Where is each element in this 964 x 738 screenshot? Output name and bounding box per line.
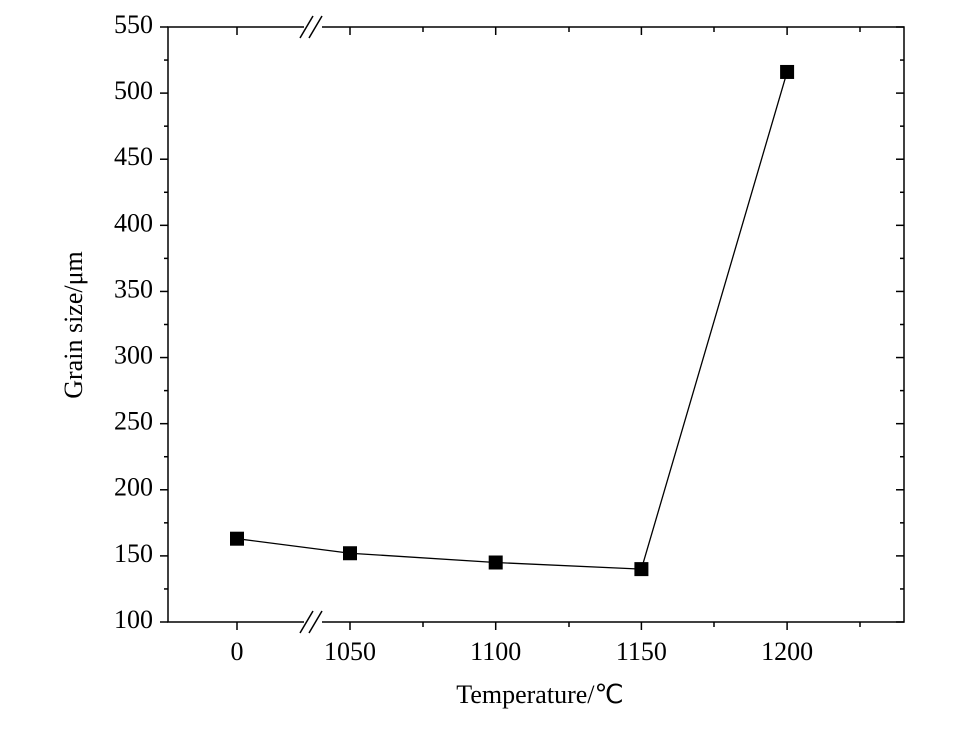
- x-axis-label: Temperature/℃: [456, 680, 623, 709]
- plot-frame: [167, 26, 905, 623]
- y-tick-label: 500: [114, 76, 153, 105]
- y-tick-label: 100: [114, 605, 153, 634]
- data-point: [230, 531, 244, 546]
- axis-break: [308, 610, 323, 634]
- y-axis-label: Grain size/μm: [59, 251, 88, 399]
- axis-break: [308, 15, 323, 39]
- data-point: [488, 555, 503, 570]
- axis-break-gap: [304, 619, 322, 625]
- series-line: [236, 71, 788, 570]
- axis-break: [299, 610, 314, 634]
- x-tick-label: 1150: [616, 637, 667, 666]
- data-point: [343, 546, 357, 561]
- axis-break-gap: [304, 24, 322, 30]
- x-tick-label: 0: [231, 637, 244, 666]
- y-tick-label: 550: [114, 10, 153, 39]
- data-point: [780, 64, 795, 79]
- data-point: [634, 562, 649, 577]
- y-tick-label: 350: [114, 274, 153, 303]
- y-tick-label: 400: [114, 208, 153, 237]
- y-tick-label: 250: [114, 407, 153, 436]
- x-tick-label: 1100: [470, 637, 521, 666]
- y-tick-label: 300: [114, 341, 153, 370]
- axis-break: [299, 15, 314, 39]
- y-tick-label: 150: [114, 539, 153, 568]
- x-tick-label: 1050: [324, 637, 376, 666]
- y-tick-label: 200: [114, 473, 153, 502]
- x-tick-label: 1200: [761, 637, 813, 666]
- y-tick-label: 450: [114, 142, 153, 171]
